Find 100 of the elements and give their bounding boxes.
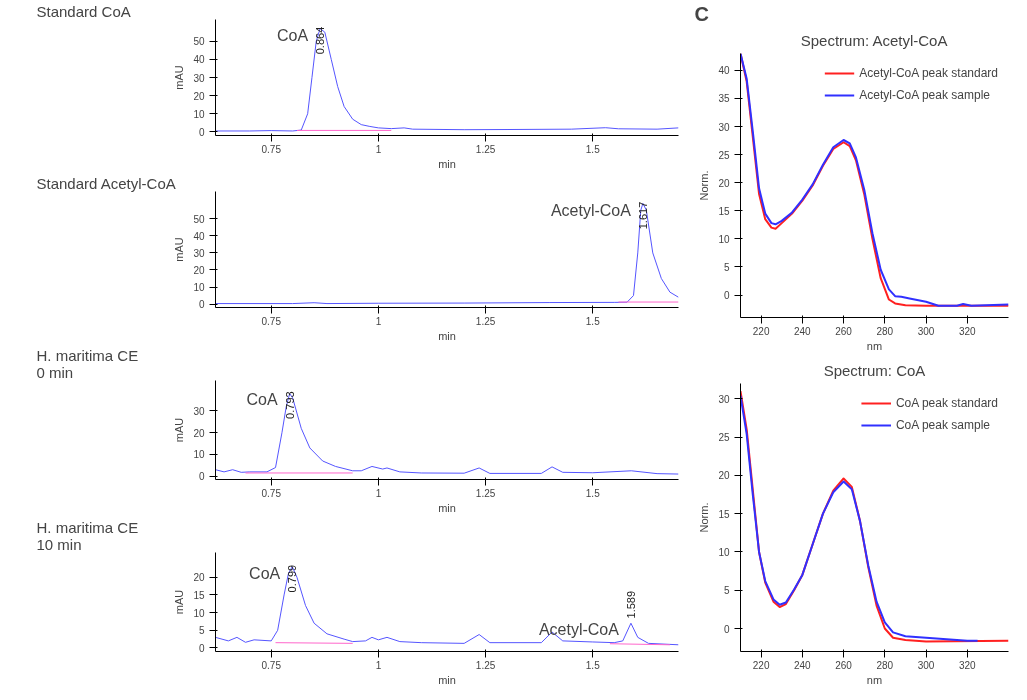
- annotation: 0.793: [283, 391, 296, 419]
- line-series: [215, 566, 679, 646]
- y-tick-label: 10: [718, 546, 730, 558]
- x-axis-title: min: [438, 157, 456, 170]
- y-tick-label: 30: [718, 121, 730, 133]
- annotation: Acetyl-CoA: [538, 621, 620, 639]
- y-tick-label: 30: [193, 72, 205, 84]
- x-axis-title: min: [438, 329, 456, 342]
- y-tick-label: 10: [193, 282, 205, 294]
- x-tick-label: 1.25: [475, 143, 496, 155]
- line-series: [740, 53, 1009, 307]
- x-tick-label: 300: [917, 659, 935, 671]
- text: Standard CoA: [36, 2, 131, 20]
- annotation: 0.864: [314, 26, 327, 55]
- y-tick-label: 0: [723, 290, 730, 302]
- y-tick-label: 40: [193, 54, 205, 66]
- annotation: Acetyl-CoA: [550, 201, 632, 219]
- y-tick-label: 5: [723, 585, 730, 597]
- y-tick-label: 15: [718, 508, 730, 520]
- y-tick-label: 25: [718, 432, 730, 444]
- y-axis-title: Norm.: [698, 170, 711, 201]
- x-tick-label: 0.75: [261, 315, 282, 327]
- y-tick-label: 10: [193, 449, 205, 461]
- y-tick-label: 0: [723, 623, 730, 635]
- x-tick-label: 220: [752, 659, 770, 671]
- y-tick-label: 10: [193, 108, 205, 120]
- x-tick-label: 1.25: [475, 487, 496, 499]
- legend-label: CoA peak sample: [895, 418, 990, 432]
- x-tick-label: 1: [375, 487, 382, 499]
- x-tick-label: 1.5: [585, 487, 601, 499]
- y-tick-label: 10: [718, 233, 730, 245]
- x-tick-label: 280: [876, 325, 894, 337]
- x-tick-label: 1: [375, 315, 382, 327]
- annotation: 1.617: [636, 201, 649, 230]
- text: H. maritima CE 10 min: [36, 518, 139, 553]
- y-tick-label: 25: [718, 149, 730, 161]
- chart-title: Spectrum: CoA: [823, 361, 926, 379]
- y-tick-label: 20: [193, 427, 205, 439]
- x-axis-title: min: [438, 673, 456, 686]
- y-tick-label: 20: [193, 264, 205, 276]
- x-tick-label: 1: [375, 143, 382, 155]
- y-tick-label: 20: [718, 470, 730, 482]
- x-tick-label: 1: [375, 659, 382, 671]
- x-tick-label: 320: [958, 659, 977, 671]
- chart-subtitle: C: [694, 2, 709, 25]
- text: H. maritima CE 0 min: [36, 346, 139, 381]
- line-series: [215, 393, 679, 475]
- y-axis-title: mAU: [173, 589, 186, 615]
- y-tick-label: 5: [723, 261, 730, 273]
- y-axis-title: mAU: [173, 417, 186, 443]
- y-tick-label: 0: [198, 471, 205, 483]
- x-tick-label: 0.75: [261, 143, 282, 155]
- y-tick-label: 20: [193, 572, 205, 584]
- x-axis-title: min: [438, 501, 456, 514]
- annotation: 0.799: [286, 564, 299, 593]
- x-tick-label: 1.5: [585, 315, 601, 327]
- y-tick-label: 20: [718, 177, 730, 189]
- x-tick-label: 280: [876, 659, 894, 671]
- y-tick-label: 15: [193, 589, 205, 601]
- chart-title: Standard Acetyl-CoA: [36, 174, 176, 192]
- y-tick-label: 50: [193, 36, 205, 48]
- y-tick-label: 5: [198, 625, 205, 637]
- x-tick-label: 240: [794, 659, 812, 671]
- x-tick-label: 1.5: [585, 659, 601, 671]
- x-tick-label: 240: [794, 325, 812, 337]
- x-axis-title: nm: [866, 339, 883, 352]
- x-tick-label: 260: [835, 659, 853, 671]
- x-tick-label: 300: [917, 325, 935, 337]
- x-tick-label: 0.75: [261, 487, 282, 499]
- y-tick-label: 15: [718, 205, 730, 217]
- y-tick-label: 30: [193, 405, 205, 417]
- annotation: CoA: [249, 564, 281, 582]
- y-tick-label: 40: [193, 230, 205, 242]
- legend-label: Acetyl-CoA peak sample: [859, 88, 990, 102]
- y-tick-label: 50: [193, 213, 205, 225]
- x-axis-title: nm: [866, 673, 883, 686]
- chart-title: Spectrum: Acetyl-CoA: [800, 31, 948, 49]
- y-tick-label: 0: [198, 642, 205, 654]
- line-series: [215, 28, 679, 132]
- y-tick-label: 0: [198, 299, 205, 311]
- x-tick-label: 1.25: [475, 315, 496, 327]
- legend-label: CoA peak standard: [895, 396, 998, 410]
- y-tick-label: 0: [198, 126, 205, 138]
- annotation: 1.589: [624, 590, 637, 619]
- y-axis-title: Norm.: [698, 502, 711, 533]
- y-axis-title: mAU: [173, 237, 186, 262]
- y-tick-label: 10: [193, 607, 205, 619]
- annotation: CoA: [276, 26, 309, 44]
- x-tick-label: 220: [752, 325, 770, 337]
- y-tick-label: 35: [718, 93, 730, 105]
- x-tick-label: 260: [835, 325, 853, 337]
- y-tick-label: 20: [193, 90, 205, 102]
- x-tick-label: 1.5: [585, 143, 601, 155]
- annotation: CoA: [246, 391, 278, 409]
- x-tick-label: 1.25: [475, 659, 496, 671]
- y-tick-label: 40: [718, 65, 730, 77]
- x-tick-label: 320: [958, 325, 977, 337]
- y-axis-title: mAU: [173, 65, 186, 90]
- legend-label: Acetyl-CoA peak standard: [859, 66, 998, 80]
- x-tick-label: 0.75: [261, 659, 282, 671]
